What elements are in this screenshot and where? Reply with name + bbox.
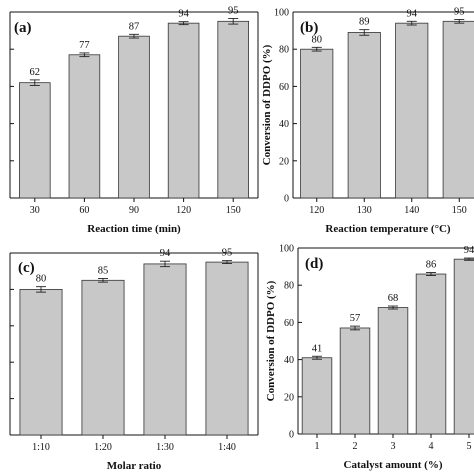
- data-label: 87: [129, 21, 140, 32]
- x-axis-title: Reaction temperature (°C): [325, 223, 450, 235]
- x-tick-label: 1:10: [32, 442, 50, 453]
- y-tick-label: 40: [279, 119, 289, 130]
- data-label: 95: [228, 6, 239, 17]
- bar: [167, 22, 200, 199]
- bar: [205, 261, 249, 436]
- x-tick-label: 1: [315, 441, 320, 452]
- panel-label: (a): [14, 20, 32, 36]
- bar: [442, 20, 474, 199]
- x-tick-label: 1:30: [156, 442, 174, 453]
- x-tick-label: 130: [357, 205, 372, 216]
- y-tick-label: 60: [279, 82, 289, 93]
- chart-panel-d: 0 20 40 60 80 100 41 1 57 2 68 3 86 4 94 5 Catalyst amou…: [265, 244, 474, 471]
- x-tick-label: 5: [467, 441, 472, 452]
- bar: [339, 327, 371, 435]
- data-label: 95: [454, 6, 465, 17]
- y-tick-label: 60: [284, 318, 294, 329]
- chart-panel-a: 62 30 77 60 87 90 94 120 95 150 Reaction time (min…: [9, 6, 259, 235]
- x-tick-label: 4: [429, 441, 434, 452]
- y-tick-label: 80: [279, 45, 289, 56]
- y-tick-label: 0: [289, 430, 294, 441]
- data-label: 94: [178, 9, 189, 20]
- y-axis-title: Conversion of DDPO (%): [265, 280, 277, 401]
- x-tick-label: 1:20: [94, 442, 112, 453]
- chart-panel-c: 80 1:10 85 1:20 94 1:30 95 1:40 Molar ratio (c): [9, 248, 259, 472]
- data-label: 94: [407, 8, 418, 19]
- x-tick-label: 150: [226, 205, 241, 216]
- data-label: 95: [222, 248, 233, 259]
- bar: [68, 54, 101, 199]
- bar: [347, 32, 381, 199]
- x-axis-title: Reaction time (min): [87, 223, 181, 235]
- y-tick-label: 20: [279, 156, 289, 167]
- data-label: 77: [79, 40, 90, 51]
- bar: [377, 307, 409, 435]
- y-axis-title: Conversion of DDPO (%): [261, 44, 273, 165]
- x-tick-label: 30: [30, 205, 40, 216]
- chart-panel-b: 0 20 40 60 80 100 80 120 89 130 94 140 95 150Reaction…: [261, 6, 474, 235]
- bar: [395, 22, 429, 199]
- bar: [19, 82, 51, 199]
- bar: [118, 35, 150, 199]
- bar: [415, 273, 447, 435]
- y-tick-label: 100: [274, 8, 289, 19]
- data-label: 41: [312, 343, 323, 354]
- data-label: 86: [426, 260, 437, 271]
- data-label: 89: [359, 17, 370, 28]
- y-tick-label: 80: [284, 281, 294, 292]
- x-axis-title: Molar ratio: [107, 460, 162, 472]
- x-tick-label: 1:40: [218, 442, 236, 453]
- data-label: 94: [464, 245, 474, 256]
- bar: [143, 263, 187, 436]
- data-label: 80: [36, 274, 47, 285]
- panel-label: (b): [300, 20, 318, 36]
- x-tick-label: 150: [452, 205, 467, 216]
- bar: [217, 20, 249, 199]
- x-tick-label: 120: [176, 205, 191, 216]
- data-label: 94: [160, 248, 171, 259]
- data-label: 57: [350, 313, 361, 324]
- x-tick-label: 120: [309, 205, 324, 216]
- y-tick-label: 0: [284, 194, 289, 205]
- x-tick-label: 2: [353, 441, 358, 452]
- panel-label: (d): [305, 256, 323, 272]
- bar: [19, 288, 63, 436]
- bar: [81, 279, 125, 436]
- data-label: 80: [312, 34, 323, 45]
- panel-label: (c): [18, 260, 35, 276]
- x-axis-title: Catalyst amount (%): [344, 459, 443, 471]
- x-tick-label: 60: [79, 205, 89, 216]
- bar: [300, 48, 334, 199]
- data-label: 68: [388, 293, 399, 304]
- data-label: 62: [30, 67, 41, 78]
- bar: [301, 357, 333, 435]
- x-tick-label: 140: [404, 205, 419, 216]
- x-tick-label: 3: [391, 441, 396, 452]
- data-label: 85: [98, 265, 109, 276]
- x-tick-label: 90: [129, 205, 139, 216]
- bar: [453, 258, 474, 435]
- y-tick-label: 20: [284, 392, 294, 403]
- y-tick-label: 100: [279, 244, 294, 255]
- y-tick-label: 40: [284, 355, 294, 366]
